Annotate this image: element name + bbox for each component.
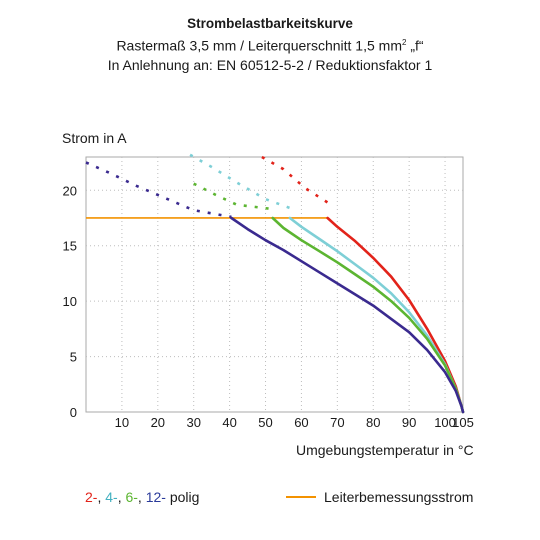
series-6-dashed-line — [193, 182, 273, 211]
series-4-line — [288, 216, 465, 414]
x-axis-label: Umgebungstemperatur in °C — [296, 442, 474, 458]
y-tick-label: 0 — [70, 405, 77, 420]
legend-rated-label: Leiterbemessungsstrom — [324, 489, 474, 505]
legend-rated-line-swatch — [286, 496, 316, 498]
y-tick-label: 10 — [63, 294, 77, 309]
x-tick-label: 90 — [402, 415, 416, 430]
series-2-dashed-line — [261, 155, 329, 204]
chart-subtitle-2: In Anlehnung an: EN 60512-5-2 / Reduktio… — [107, 56, 433, 73]
legend-series: 2-, 4-, 6-, 12- polig — [85, 489, 199, 505]
series-6-line — [271, 216, 465, 414]
x-tick-label: 70 — [330, 415, 344, 430]
legend-suffix: polig — [165, 489, 200, 505]
x-tick-label: 30 — [186, 415, 200, 430]
chart-subtitle-1: Rastermaß 3,5 mm / Leiterquerschnitt 1,5… — [0, 33, 540, 56]
series-12-line — [230, 216, 465, 414]
chart-header: Strombelastbarkeitskurve Rastermaß 3,5 m… — [0, 14, 540, 75]
x-tick-label: 20 — [151, 415, 165, 430]
legend-label-6: 6- — [125, 489, 138, 505]
legend-rated-current: Leiterbemessungsstrom — [286, 489, 473, 505]
legend-sep: , — [97, 489, 106, 505]
x-tick-label: 80 — [366, 415, 380, 430]
legend-item-12: 12- — [146, 489, 166, 505]
legend-item-2: 2-, — [85, 489, 105, 505]
legend-item-6: 6-, — [125, 489, 145, 505]
x-tick-label: 50 — [258, 415, 272, 430]
legend-item-4: 4-, — [105, 489, 125, 505]
chart-title: Strombelastbarkeitskurve — [187, 16, 353, 31]
chart-subtitle-1-text: Rastermaß 3,5 mm / Leiterquerschnitt 1,5… — [116, 37, 402, 54]
y-tick-label: 15 — [63, 239, 77, 254]
plot-frame — [85, 156, 464, 413]
x-tick-label: 60 — [294, 415, 308, 430]
chart-subtitle-1-sup: 2 — [401, 38, 407, 47]
legend-label-12: 12- — [145, 489, 166, 505]
y-tick-label: 5 — [70, 350, 77, 365]
chart-subtitle-1-suffix: „f“ — [406, 37, 424, 54]
legend-sep: , — [137, 489, 146, 505]
series-12-dashed-line — [85, 161, 232, 219]
series-4-dashed-line — [189, 153, 291, 210]
y-axis-label: Strom in A — [62, 130, 127, 146]
y-tick-label: 20 — [63, 183, 77, 198]
x-tick-label: 10 — [115, 415, 129, 430]
legend-sep: , — [117, 489, 126, 505]
legend-label-2: 2- — [85, 489, 98, 505]
x-tick-label: 40 — [222, 415, 236, 430]
legend-label-4: 4- — [105, 489, 118, 505]
series-2-line — [326, 216, 465, 414]
x-tick-label: 100 — [434, 415, 456, 430]
x-tick-label: 105 — [452, 415, 474, 430]
